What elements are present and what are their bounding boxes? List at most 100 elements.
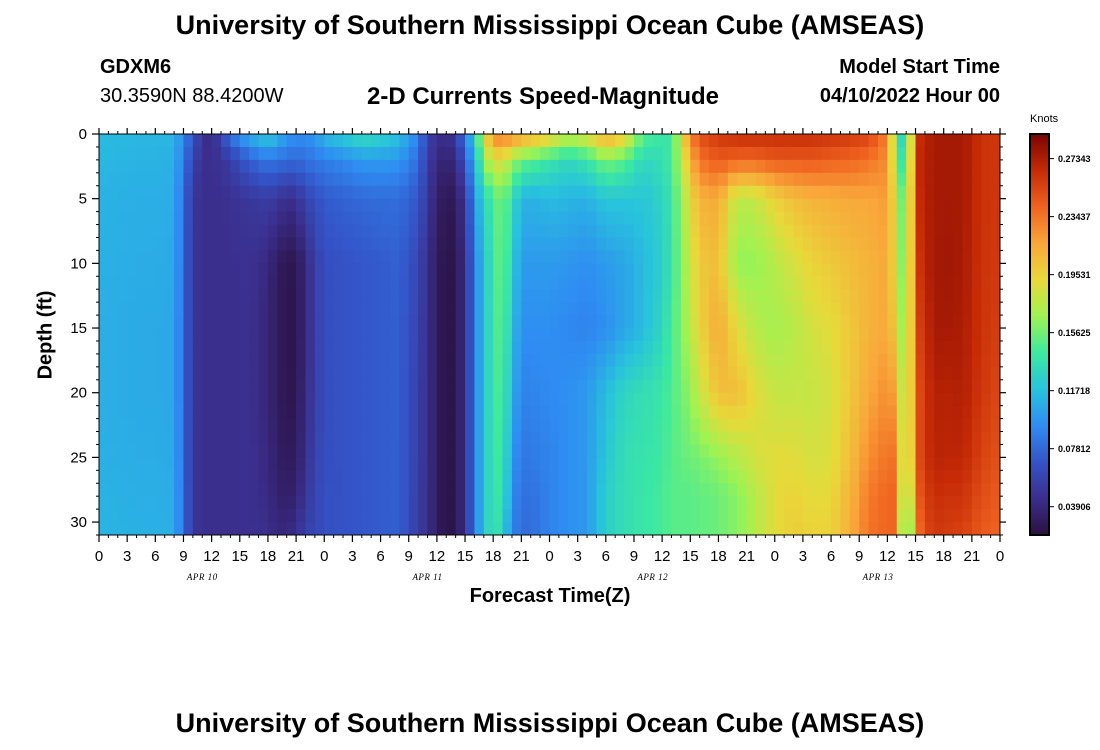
heatmap-cell bbox=[793, 224, 804, 239]
heatmap-cell bbox=[361, 431, 372, 446]
heatmap-cell bbox=[183, 379, 194, 394]
heatmap-cell bbox=[924, 302, 935, 316]
heatmap-cell bbox=[305, 250, 316, 264]
heatmap-cell bbox=[427, 353, 438, 368]
heatmap-cell bbox=[802, 470, 813, 484]
heatmap-cell bbox=[915, 483, 926, 497]
heatmap-cell bbox=[849, 134, 860, 148]
heatmap-cell bbox=[558, 509, 569, 523]
heatmap-cell bbox=[605, 211, 616, 226]
heatmap-cell bbox=[446, 198, 457, 213]
heatmap-cell bbox=[868, 263, 879, 277]
heatmap-cell bbox=[296, 444, 307, 458]
heatmap-cell bbox=[793, 509, 804, 523]
heatmap-cell bbox=[981, 483, 992, 497]
heatmap-cell bbox=[333, 379, 344, 394]
heatmap-cell bbox=[192, 509, 203, 523]
heatmap-cell bbox=[709, 159, 720, 174]
heatmap-cell bbox=[859, 224, 870, 239]
heatmap-cell bbox=[427, 276, 438, 290]
heatmap-cell bbox=[511, 159, 522, 174]
heatmap-cell bbox=[530, 237, 541, 252]
heatmap-cell bbox=[981, 379, 992, 394]
heatmap-cell bbox=[249, 263, 260, 277]
heatmap-cell bbox=[183, 353, 194, 368]
heatmap-cell bbox=[924, 418, 935, 433]
heatmap-cell bbox=[108, 392, 119, 407]
heatmap-cell bbox=[530, 185, 541, 200]
x-tick-label: 9 bbox=[179, 548, 187, 565]
heatmap-cell bbox=[765, 263, 776, 277]
heatmap-cell bbox=[221, 366, 231, 381]
heatmap-cell bbox=[249, 198, 260, 213]
heatmap-cell bbox=[286, 172, 297, 187]
heatmap-cell bbox=[296, 496, 307, 510]
heatmap-cell bbox=[530, 405, 541, 420]
heatmap-cell bbox=[521, 366, 532, 381]
heatmap-cell bbox=[258, 172, 269, 187]
heatmap-cell bbox=[117, 405, 128, 420]
heatmap-cell bbox=[164, 509, 175, 523]
heatmap-cell bbox=[446, 237, 457, 252]
heatmap-cell bbox=[840, 302, 851, 316]
heatmap-cell bbox=[680, 366, 691, 381]
heatmap-cell bbox=[755, 289, 766, 303]
heatmap-cell bbox=[446, 509, 457, 523]
heatmap-cell bbox=[230, 263, 241, 277]
heatmap-cell bbox=[633, 340, 644, 355]
heatmap-cell bbox=[906, 237, 917, 252]
heatmap-cell bbox=[802, 250, 813, 264]
heatmap-cell bbox=[990, 315, 1000, 329]
heatmap-cell bbox=[971, 250, 982, 264]
heatmap-cell bbox=[746, 392, 757, 407]
heatmap-cell bbox=[643, 457, 654, 471]
heatmap-cell bbox=[174, 366, 185, 381]
heatmap-cell bbox=[633, 159, 644, 174]
heatmap-cell bbox=[624, 263, 635, 277]
heatmap-cell bbox=[380, 211, 391, 226]
heatmap-cell bbox=[981, 496, 992, 510]
heatmap-cell bbox=[258, 263, 269, 277]
heatmap-cell bbox=[277, 509, 288, 523]
heatmap-cell bbox=[755, 470, 766, 484]
heatmap-cell bbox=[699, 353, 710, 368]
heatmap-cell bbox=[108, 315, 119, 329]
heatmap-cell bbox=[117, 146, 128, 161]
heatmap-cell bbox=[812, 418, 823, 433]
heatmap-cell bbox=[765, 444, 776, 458]
heatmap-cell bbox=[990, 509, 1000, 523]
heatmap-cell bbox=[887, 392, 898, 407]
heatmap-cell bbox=[502, 470, 513, 484]
heatmap-cell bbox=[821, 340, 832, 355]
heatmap-cell bbox=[587, 418, 598, 433]
heatmap-cell bbox=[408, 198, 419, 213]
heatmap-cell bbox=[981, 444, 992, 458]
heatmap-cell bbox=[840, 315, 851, 329]
heatmap-cell bbox=[540, 289, 551, 303]
heatmap-cell bbox=[915, 444, 926, 458]
heatmap-cell bbox=[483, 146, 494, 161]
heatmap-cell bbox=[765, 470, 776, 484]
heatmap-cell bbox=[380, 250, 391, 264]
heatmap-cell bbox=[155, 328, 166, 342]
heatmap-cell bbox=[821, 366, 832, 381]
heatmap-cell bbox=[652, 134, 663, 148]
heatmap-cell bbox=[643, 496, 654, 510]
heatmap-cell bbox=[821, 328, 832, 342]
heatmap-cell bbox=[221, 263, 231, 277]
heatmap-cell bbox=[812, 159, 823, 174]
heatmap-cell bbox=[239, 276, 250, 290]
heatmap-cell bbox=[906, 172, 917, 187]
heatmap-cell bbox=[615, 496, 626, 510]
heatmap-cell bbox=[906, 328, 917, 342]
heatmap-cell bbox=[483, 302, 494, 316]
heatmap-cell bbox=[183, 134, 194, 148]
heatmap-cell bbox=[643, 263, 654, 277]
heatmap-cell bbox=[465, 392, 476, 407]
heatmap-cell bbox=[680, 302, 691, 316]
heatmap-cell bbox=[127, 405, 138, 420]
heatmap-cell bbox=[192, 172, 203, 187]
heatmap-cell bbox=[727, 444, 738, 458]
heatmap-cell bbox=[258, 289, 269, 303]
heatmap-cell bbox=[305, 276, 316, 290]
